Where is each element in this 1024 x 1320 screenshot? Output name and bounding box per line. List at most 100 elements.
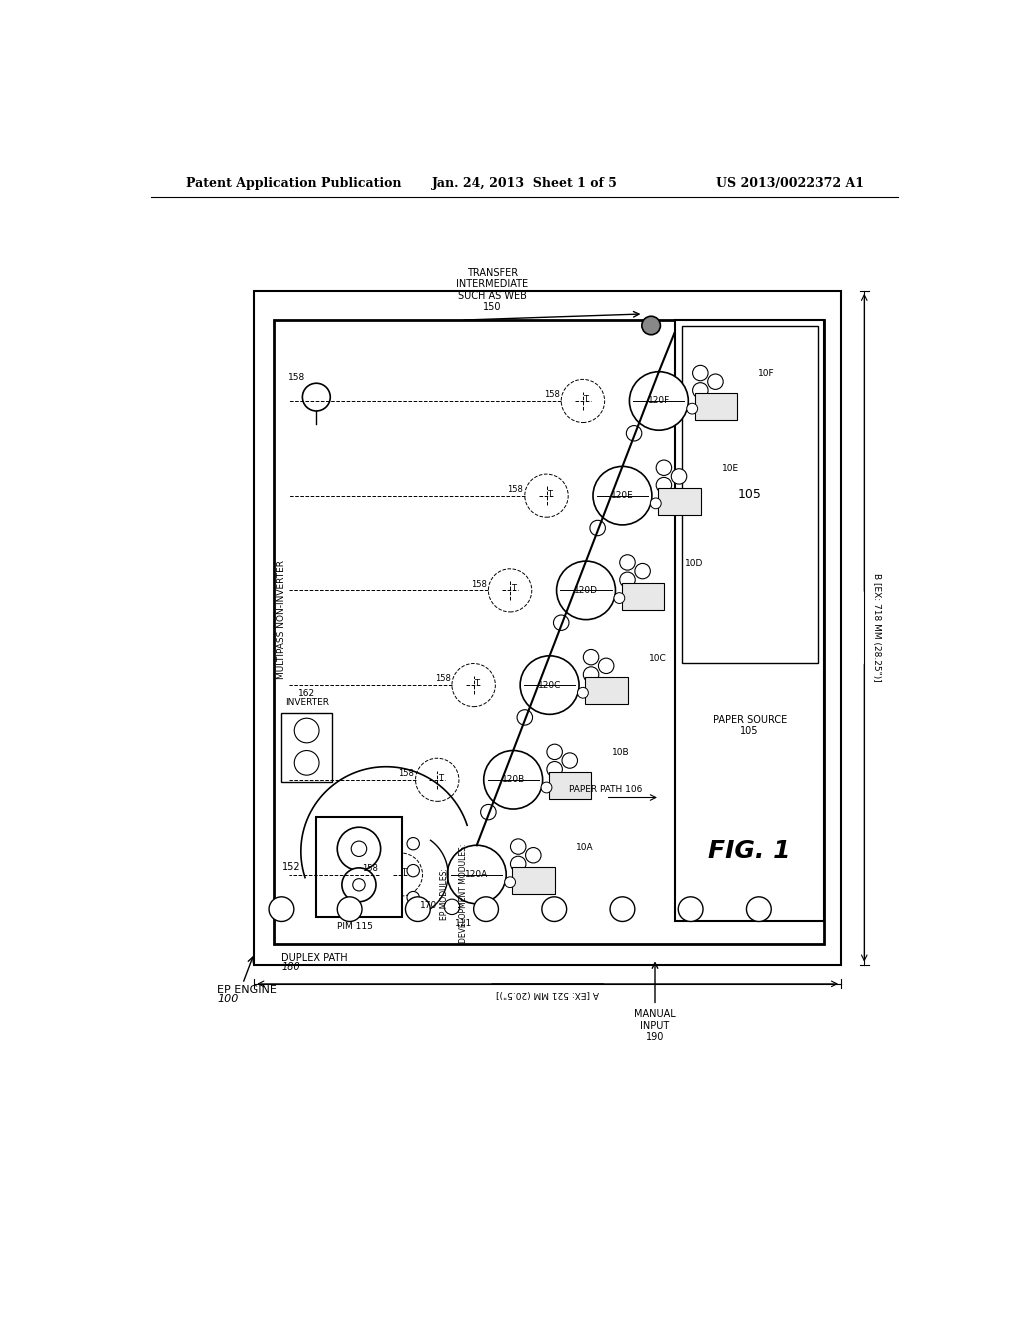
Circle shape: [620, 554, 635, 570]
Text: Jan. 24, 2013  Sheet 1 of 5: Jan. 24, 2013 Sheet 1 of 5: [432, 177, 617, 190]
Circle shape: [407, 865, 420, 876]
Bar: [676, 321, 824, 921]
FancyBboxPatch shape: [586, 677, 628, 705]
Circle shape: [480, 804, 496, 820]
Text: 10E: 10E: [722, 465, 738, 473]
Circle shape: [351, 841, 367, 857]
Circle shape: [562, 752, 578, 768]
Circle shape: [584, 649, 599, 665]
Circle shape: [656, 478, 672, 492]
Circle shape: [554, 615, 569, 631]
FancyBboxPatch shape: [658, 488, 700, 515]
Text: PIM 115: PIM 115: [337, 921, 373, 931]
Circle shape: [692, 366, 708, 380]
Text: 120E: 120E: [611, 491, 634, 500]
Circle shape: [746, 896, 771, 921]
Text: MULTIPASS NON-INVERTER: MULTIPASS NON-INVERTER: [276, 560, 286, 678]
Circle shape: [672, 469, 687, 484]
Text: Patent Application Publication: Patent Application Publication: [186, 177, 401, 190]
Circle shape: [525, 847, 541, 863]
Text: T: T: [401, 869, 407, 878]
Text: 111: 111: [455, 919, 472, 928]
Bar: [254, 290, 841, 965]
Circle shape: [642, 317, 660, 335]
Text: 152: 152: [283, 862, 301, 871]
Circle shape: [483, 751, 543, 809]
Text: 120D: 120D: [574, 586, 598, 595]
Text: 120B: 120B: [502, 775, 524, 784]
Circle shape: [510, 840, 526, 854]
Circle shape: [610, 896, 635, 921]
Text: 10A: 10A: [575, 843, 594, 851]
Bar: [316, 817, 401, 917]
Circle shape: [578, 688, 589, 698]
Text: 10B: 10B: [612, 748, 630, 758]
Circle shape: [630, 372, 688, 430]
Circle shape: [557, 561, 615, 619]
Text: EP ENGINE: EP ENGINE: [217, 985, 278, 995]
Circle shape: [656, 461, 672, 475]
Text: 158: 158: [398, 770, 414, 777]
Text: 158: 158: [361, 863, 378, 873]
Circle shape: [294, 718, 319, 743]
Circle shape: [708, 374, 723, 389]
Text: 10F: 10F: [758, 370, 775, 379]
FancyBboxPatch shape: [622, 582, 665, 610]
FancyBboxPatch shape: [694, 393, 737, 420]
Text: 10C: 10C: [649, 653, 667, 663]
Circle shape: [650, 498, 662, 508]
Text: MANUAL
INPUT
190: MANUAL INPUT 190: [634, 1010, 676, 1043]
Text: DUPLEX PATH: DUPLEX PATH: [282, 953, 348, 962]
Text: FIG. 1: FIG. 1: [709, 840, 791, 863]
Text: 120F: 120F: [648, 396, 670, 405]
Text: 158: 158: [471, 579, 487, 589]
Circle shape: [584, 667, 599, 682]
Text: 120A: 120A: [465, 870, 488, 879]
Circle shape: [620, 572, 635, 587]
Circle shape: [406, 896, 430, 921]
Circle shape: [541, 781, 552, 793]
Circle shape: [294, 751, 319, 775]
Circle shape: [627, 425, 642, 441]
Circle shape: [590, 520, 605, 536]
Circle shape: [407, 837, 420, 850]
Text: TRANSFER
INTERMEDIATE
SUCH AS WEB
150: TRANSFER INTERMEDIATE SUCH AS WEB 150: [456, 268, 528, 313]
Text: 158: 158: [289, 374, 305, 383]
Circle shape: [407, 891, 420, 904]
Text: T: T: [547, 490, 552, 499]
Text: T: T: [511, 585, 516, 593]
FancyBboxPatch shape: [549, 772, 592, 799]
Circle shape: [337, 896, 362, 921]
Text: EP MODULES:: EP MODULES:: [439, 867, 449, 920]
Circle shape: [447, 845, 506, 904]
Text: PAPER PATH 106: PAPER PATH 106: [569, 785, 642, 795]
Text: 162: 162: [298, 689, 315, 698]
Text: PAPER SOURCE
105: PAPER SOURCE 105: [713, 714, 786, 737]
Text: 105: 105: [737, 488, 762, 502]
Circle shape: [547, 762, 562, 777]
Circle shape: [635, 564, 650, 579]
Text: 158: 158: [508, 484, 523, 494]
Text: B [EX: 718 MM (28.25")]: B [EX: 718 MM (28.25")]: [872, 573, 881, 682]
Circle shape: [614, 593, 625, 603]
Circle shape: [517, 710, 532, 725]
Bar: [282, 713, 332, 781]
Text: 158: 158: [544, 391, 560, 399]
Text: 10D: 10D: [685, 558, 703, 568]
Circle shape: [510, 857, 526, 871]
Circle shape: [598, 659, 614, 673]
Circle shape: [352, 879, 366, 891]
Text: 170: 170: [420, 900, 437, 909]
Text: 120C: 120C: [538, 681, 561, 689]
Circle shape: [269, 896, 294, 921]
Text: T: T: [438, 774, 442, 783]
Circle shape: [678, 896, 703, 921]
Circle shape: [593, 466, 652, 525]
Circle shape: [337, 828, 381, 870]
Bar: [682, 326, 818, 663]
Circle shape: [542, 896, 566, 921]
Circle shape: [687, 404, 697, 414]
Circle shape: [505, 876, 515, 887]
Circle shape: [444, 899, 460, 915]
Text: US 2013/0022372 A1: US 2013/0022372 A1: [716, 177, 864, 190]
